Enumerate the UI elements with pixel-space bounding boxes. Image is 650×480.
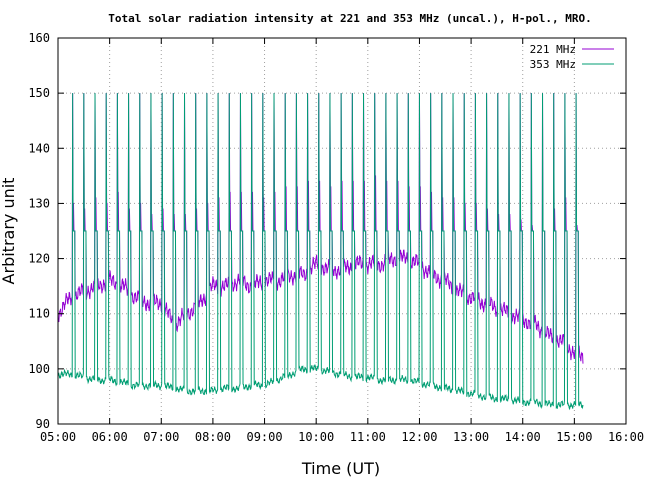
plot-frame — [57, 37, 627, 425]
x-tick-label: 10:00 — [298, 430, 334, 444]
axes — [57, 37, 627, 425]
y-tick-label: 150 — [28, 86, 50, 100]
x-tick-label: 08:00 — [195, 430, 231, 444]
legend-label-353: 353 MHz — [530, 58, 576, 71]
y-tick-label: 120 — [28, 252, 50, 266]
tick-labels: 05:00 06:00 07:00 08:00 09:00 10:00 11:00 12:00… — [28, 31, 644, 444]
y-tick-label: 90 — [36, 417, 50, 431]
series-lines — [57, 93, 584, 411]
x-tick-label: 07:00 — [143, 430, 179, 444]
x-tick-label: 06:00 — [92, 430, 128, 444]
x-tick-label: 13:00 — [453, 430, 489, 444]
legend-label-221: 221 MHz — [530, 43, 576, 56]
y-axis-label: Arbitrary unit — [0, 178, 18, 285]
x-tick-label: 05:00 — [40, 430, 76, 444]
x-tick-label: 16:00 — [608, 430, 644, 444]
y-tick-label: 110 — [28, 307, 50, 321]
x-tick-label: 15:00 — [556, 430, 592, 444]
x-tick-label: 14:00 — [505, 430, 541, 444]
series-line-353mhz — [57, 93, 584, 411]
x-tick-label: 12:00 — [401, 430, 437, 444]
y-tick-label: 140 — [28, 141, 50, 155]
x-tick-label: 09:00 — [246, 430, 282, 444]
y-tick-label: 100 — [28, 362, 50, 376]
y-tick-label: 130 — [28, 196, 50, 210]
y-tick-label: 160 — [28, 31, 50, 45]
x-tick-label: 11:00 — [350, 430, 386, 444]
legend: 221 MHz 353 MHz — [530, 43, 614, 71]
chart-title: Total solar radiation intensity at 221 a… — [108, 12, 591, 25]
x-axis-label: Time (UT) — [301, 459, 380, 478]
